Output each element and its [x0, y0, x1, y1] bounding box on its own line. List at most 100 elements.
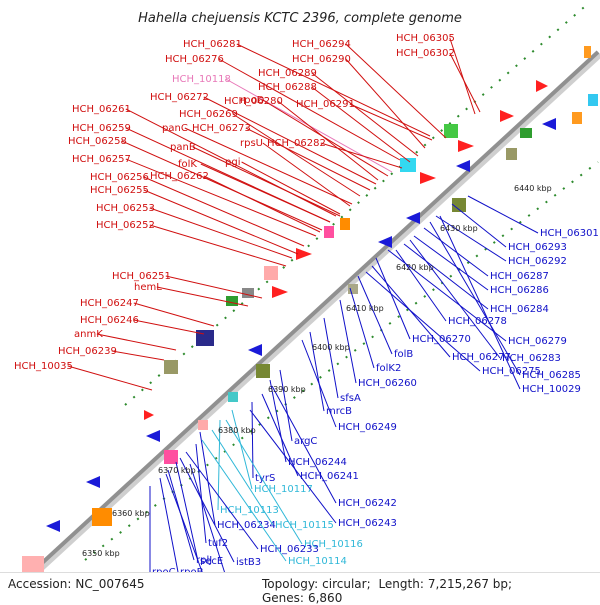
- gene-label[interactable]: HCH_06234: [217, 520, 276, 531]
- feature-block[interactable]: [452, 198, 466, 212]
- gene-label[interactable]: HCH_06301: [540, 228, 599, 239]
- gene-label[interactable]: HCH_06283: [502, 353, 561, 364]
- gene-label[interactable]: HCH_06277: [452, 352, 511, 363]
- gene-label[interactable]: HCH_06261: [72, 104, 131, 115]
- gene-arrow[interactable]: [378, 236, 392, 248]
- gene-label[interactable]: istB3: [236, 557, 261, 568]
- gene-label[interactable]: HCH_10115: [275, 520, 334, 531]
- gene-label[interactable]: HCH_10117: [254, 484, 313, 495]
- gene-label[interactable]: HCH_10118: [172, 74, 231, 85]
- gene-arrow[interactable]: [500, 110, 514, 122]
- gene-label[interactable]: folK: [178, 159, 197, 170]
- gene-label[interactable]: HCH_06302: [396, 48, 455, 59]
- gene-arrow[interactable]: [458, 140, 474, 152]
- gene-arrow[interactable]: [296, 248, 312, 260]
- gene-label[interactable]: HCH_06262: [150, 171, 209, 182]
- gene-label[interactable]: HCH_06285: [522, 370, 581, 381]
- gene-arrow[interactable]: [46, 520, 60, 532]
- gene-arrow[interactable]: [248, 344, 262, 356]
- gene-label[interactable]: HCH_06244: [288, 457, 347, 468]
- feature-block[interactable]: [444, 124, 458, 138]
- gene-label[interactable]: HCH_06278: [448, 316, 507, 327]
- gene-label[interactable]: panB: [170, 142, 196, 153]
- gene-label[interactable]: HCH_06293: [508, 242, 567, 253]
- feature-block[interactable]: [348, 284, 358, 294]
- gene-label[interactable]: HCH_06253: [96, 203, 155, 214]
- gene-label[interactable]: HCH_10116: [304, 539, 363, 550]
- gene-label[interactable]: HCH_06249: [338, 422, 397, 433]
- gene-label[interactable]: HCH_06294: [292, 39, 351, 50]
- gene-label[interactable]: tyrS: [255, 473, 275, 484]
- gene-label[interactable]: HCH_06289: [258, 68, 317, 79]
- gene-label[interactable]: HCH_06288: [258, 82, 317, 93]
- feature-block[interactable]: [584, 46, 591, 58]
- gene-label[interactable]: HCH_06286: [490, 285, 549, 296]
- gene-label[interactable]: hemL: [134, 282, 162, 293]
- gene-arrow[interactable]: [536, 80, 548, 92]
- feature-block[interactable]: [226, 296, 238, 306]
- feature-block[interactable]: [164, 360, 178, 374]
- gene-label[interactable]: HCH_06233: [260, 544, 319, 555]
- gene-label[interactable]: HCH_06273: [192, 123, 251, 134]
- feature-block[interactable]: [256, 364, 270, 378]
- gene-label[interactable]: panC: [162, 123, 188, 134]
- gene-label[interactable]: mrcB: [326, 406, 352, 417]
- gene-label[interactable]: HCH_06276: [165, 54, 224, 65]
- gene-label[interactable]: secE: [200, 556, 223, 567]
- gene-label[interactable]: rplJ: [196, 555, 212, 566]
- gene-label[interactable]: pgi: [225, 157, 240, 168]
- gene-label[interactable]: HCH_10029: [522, 384, 581, 395]
- feature-block[interactable]: [324, 226, 334, 238]
- gene-label[interactable]: sfsA: [340, 393, 361, 404]
- gene-label[interactable]: HCH_06281: [183, 39, 242, 50]
- gene-label[interactable]: HCH_06259: [72, 123, 131, 134]
- gene-label[interactable]: argC: [294, 436, 317, 447]
- gene-label[interactable]: HCH_06280: [224, 96, 283, 107]
- gene-label[interactable]: anmK: [74, 329, 103, 340]
- gene-label[interactable]: folK2: [376, 363, 401, 374]
- gene-label[interactable]: HCH_06270: [412, 334, 471, 345]
- feature-block[interactable]: [92, 508, 112, 526]
- gene-label[interactable]: HCH_10035: [14, 361, 73, 372]
- gene-label[interactable]: HCH_06287: [490, 271, 549, 282]
- feature-block[interactable]: [572, 112, 582, 124]
- gene-label[interactable]: HCH_06246: [80, 315, 139, 326]
- gene-label[interactable]: HCH_06256: [90, 172, 149, 183]
- gene-label[interactable]: HCH_06260: [358, 378, 417, 389]
- feature-block[interactable]: [22, 556, 44, 576]
- gene-label[interactable]: HCH_06242: [338, 498, 397, 509]
- gene-label[interactable]: HCH_06305: [396, 33, 455, 44]
- feature-block[interactable]: [242, 288, 254, 298]
- gene-arrow[interactable]: [542, 118, 556, 130]
- gene-label[interactable]: HCH_06257: [72, 154, 131, 165]
- gene-label[interactable]: HCH_06284: [490, 304, 549, 315]
- feature-block[interactable]: [506, 148, 517, 160]
- feature-block[interactable]: [588, 94, 598, 106]
- gene-label[interactable]: HCH_06247: [80, 298, 139, 309]
- feature-block[interactable]: [340, 218, 350, 230]
- gene-arrow[interactable]: [272, 286, 288, 298]
- feature-block[interactable]: [198, 420, 208, 430]
- gene-label[interactable]: HCH_06243: [338, 518, 397, 529]
- gene-label[interactable]: rpsU: [240, 138, 263, 149]
- gene-label[interactable]: HCH_06255: [90, 185, 149, 196]
- gene-label[interactable]: HCH_06258: [68, 136, 127, 147]
- gene-label[interactable]: HCH_10114: [288, 556, 347, 567]
- feature-block[interactable]: [264, 266, 278, 280]
- gene-arrow[interactable]: [146, 430, 160, 442]
- gene-arrow[interactable]: [406, 212, 420, 224]
- gene-label[interactable]: HCH_06272: [150, 92, 209, 103]
- feature-block[interactable]: [196, 330, 214, 346]
- feature-block[interactable]: [520, 128, 532, 138]
- gene-label[interactable]: HCH_06241: [300, 471, 359, 482]
- gene-label[interactable]: HCH_06292: [508, 256, 567, 267]
- gene-arrow[interactable]: [144, 410, 154, 420]
- gene-label[interactable]: HCH_06252: [96, 220, 155, 231]
- gene-label[interactable]: rpoD: [240, 95, 265, 106]
- gene-arrow[interactable]: [420, 172, 436, 184]
- gene-label[interactable]: HCH_06251: [112, 271, 171, 282]
- gene-label[interactable]: HCH_06291: [296, 99, 355, 110]
- gene-label[interactable]: folB: [394, 349, 413, 360]
- gene-label[interactable]: HCH_06282: [267, 138, 326, 149]
- gene-label[interactable]: HCH_06290: [292, 54, 351, 65]
